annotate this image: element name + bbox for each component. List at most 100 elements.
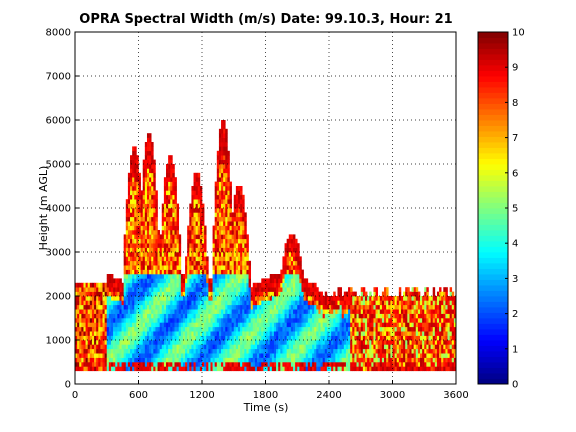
heatmap-cell (242, 282, 245, 288)
heatmap-cell (269, 296, 273, 301)
heatmap-cell (413, 296, 417, 301)
heatmap-cell (102, 331, 105, 336)
heatmap-cell (180, 340, 184, 345)
heatmap-cell (197, 252, 201, 257)
heatmap-cell (75, 357, 78, 363)
heatmap-cell (83, 326, 86, 332)
heatmap-cell (379, 322, 383, 328)
heatmap-cell (218, 203, 222, 209)
heatmap-cell (168, 194, 171, 200)
heatmap-cell (237, 225, 241, 231)
heatmap-cell (174, 269, 177, 275)
heatmap-cell (329, 366, 332, 372)
heatmap-cell (373, 326, 376, 332)
heatmap-cell (83, 322, 86, 328)
heatmap-cell (149, 269, 152, 275)
heatmap-cell (163, 322, 167, 328)
heatmap-cell (98, 309, 101, 314)
heatmap-cell (235, 304, 239, 310)
heatmap-cell (123, 348, 127, 354)
heatmap-cell (170, 318, 173, 323)
heatmap-cell (98, 322, 101, 328)
heatmap-cell (83, 353, 86, 358)
heatmap-cell (193, 203, 196, 209)
heatmap-cell (212, 269, 215, 275)
heatmap-cell (216, 331, 220, 336)
heatmap-cell (204, 309, 207, 314)
heatmap-cell (297, 300, 300, 306)
heatmap-cell (191, 208, 194, 213)
heatmap-cell (161, 269, 165, 275)
heatmap-cell (447, 366, 450, 372)
heatmap-cell (117, 309, 120, 314)
heatmap-cell (172, 190, 175, 196)
heatmap-cell (172, 357, 175, 363)
heatmap-cell (225, 181, 228, 187)
heatmap-cell (240, 269, 243, 275)
heatmap-cell (163, 313, 167, 319)
heatmap-cell (98, 318, 101, 323)
heatmap-cell (210, 357, 213, 363)
heatmap-cell (233, 256, 237, 262)
heatmap-cell (140, 221, 144, 226)
heatmap-cell (170, 326, 173, 332)
heatmap-cell (369, 313, 372, 319)
heatmap-cell (197, 230, 201, 235)
heatmap-cell (140, 260, 144, 266)
heatmap-cell (199, 300, 203, 306)
heatmap-cell (193, 282, 196, 288)
heatmap-cell (91, 340, 95, 345)
heatmap-cell (295, 366, 298, 372)
heatmap-cell (290, 265, 294, 270)
heatmap-cell (307, 318, 311, 323)
heatmap-cell (394, 313, 398, 319)
heatmap-cell (210, 344, 213, 350)
heatmap-cell (223, 357, 226, 363)
heatmap-cell (371, 344, 374, 350)
heatmap-cell (204, 318, 207, 323)
heatmap-cell (218, 168, 222, 174)
heatmap-cell (187, 296, 190, 301)
heatmap-cell (193, 238, 196, 244)
heatmap-cell (269, 326, 273, 332)
heatmap-cell (242, 265, 245, 270)
heatmap-cell (136, 304, 139, 310)
heatmap-cell (221, 335, 224, 341)
heatmap-cell (161, 282, 165, 288)
heatmap-cell (202, 362, 205, 367)
heatmap-cell (237, 199, 241, 204)
heatmap-cell (430, 309, 434, 314)
heatmap-cell (331, 326, 334, 332)
heatmap-cell (216, 150, 220, 156)
heatmap-cell (322, 344, 326, 350)
heatmap-cell (138, 252, 141, 257)
heatmap-cell (216, 256, 220, 262)
heatmap-cell (155, 304, 158, 310)
heatmap-cell (151, 190, 154, 196)
heatmap-cell (144, 348, 148, 354)
heatmap-cell (197, 194, 201, 200)
heatmap-cell (94, 282, 97, 288)
heatmap-cell (176, 322, 180, 328)
heatmap-cell (451, 331, 455, 336)
heatmap-cell (293, 265, 296, 270)
heatmap-cell (293, 243, 296, 248)
heatmap-cell (77, 300, 80, 306)
heatmap-cell (364, 309, 368, 314)
heatmap-cell (155, 313, 158, 319)
heatmap-cell (422, 304, 425, 310)
heatmap-cell (138, 326, 141, 332)
heatmap-cell (288, 278, 292, 284)
heatmap-cell (199, 274, 203, 279)
heatmap-cell (286, 296, 290, 301)
heatmap-cell (170, 194, 173, 200)
heatmap-cell (221, 186, 224, 191)
heatmap-cell (409, 322, 412, 328)
heatmap-cell (170, 340, 173, 345)
heatmap-cell (127, 208, 131, 213)
heatmap-cell (420, 313, 423, 319)
heatmap-cell (303, 357, 307, 363)
heatmap-cell (221, 353, 224, 358)
heatmap-cell (155, 260, 158, 266)
heatmap-cell (445, 357, 448, 363)
